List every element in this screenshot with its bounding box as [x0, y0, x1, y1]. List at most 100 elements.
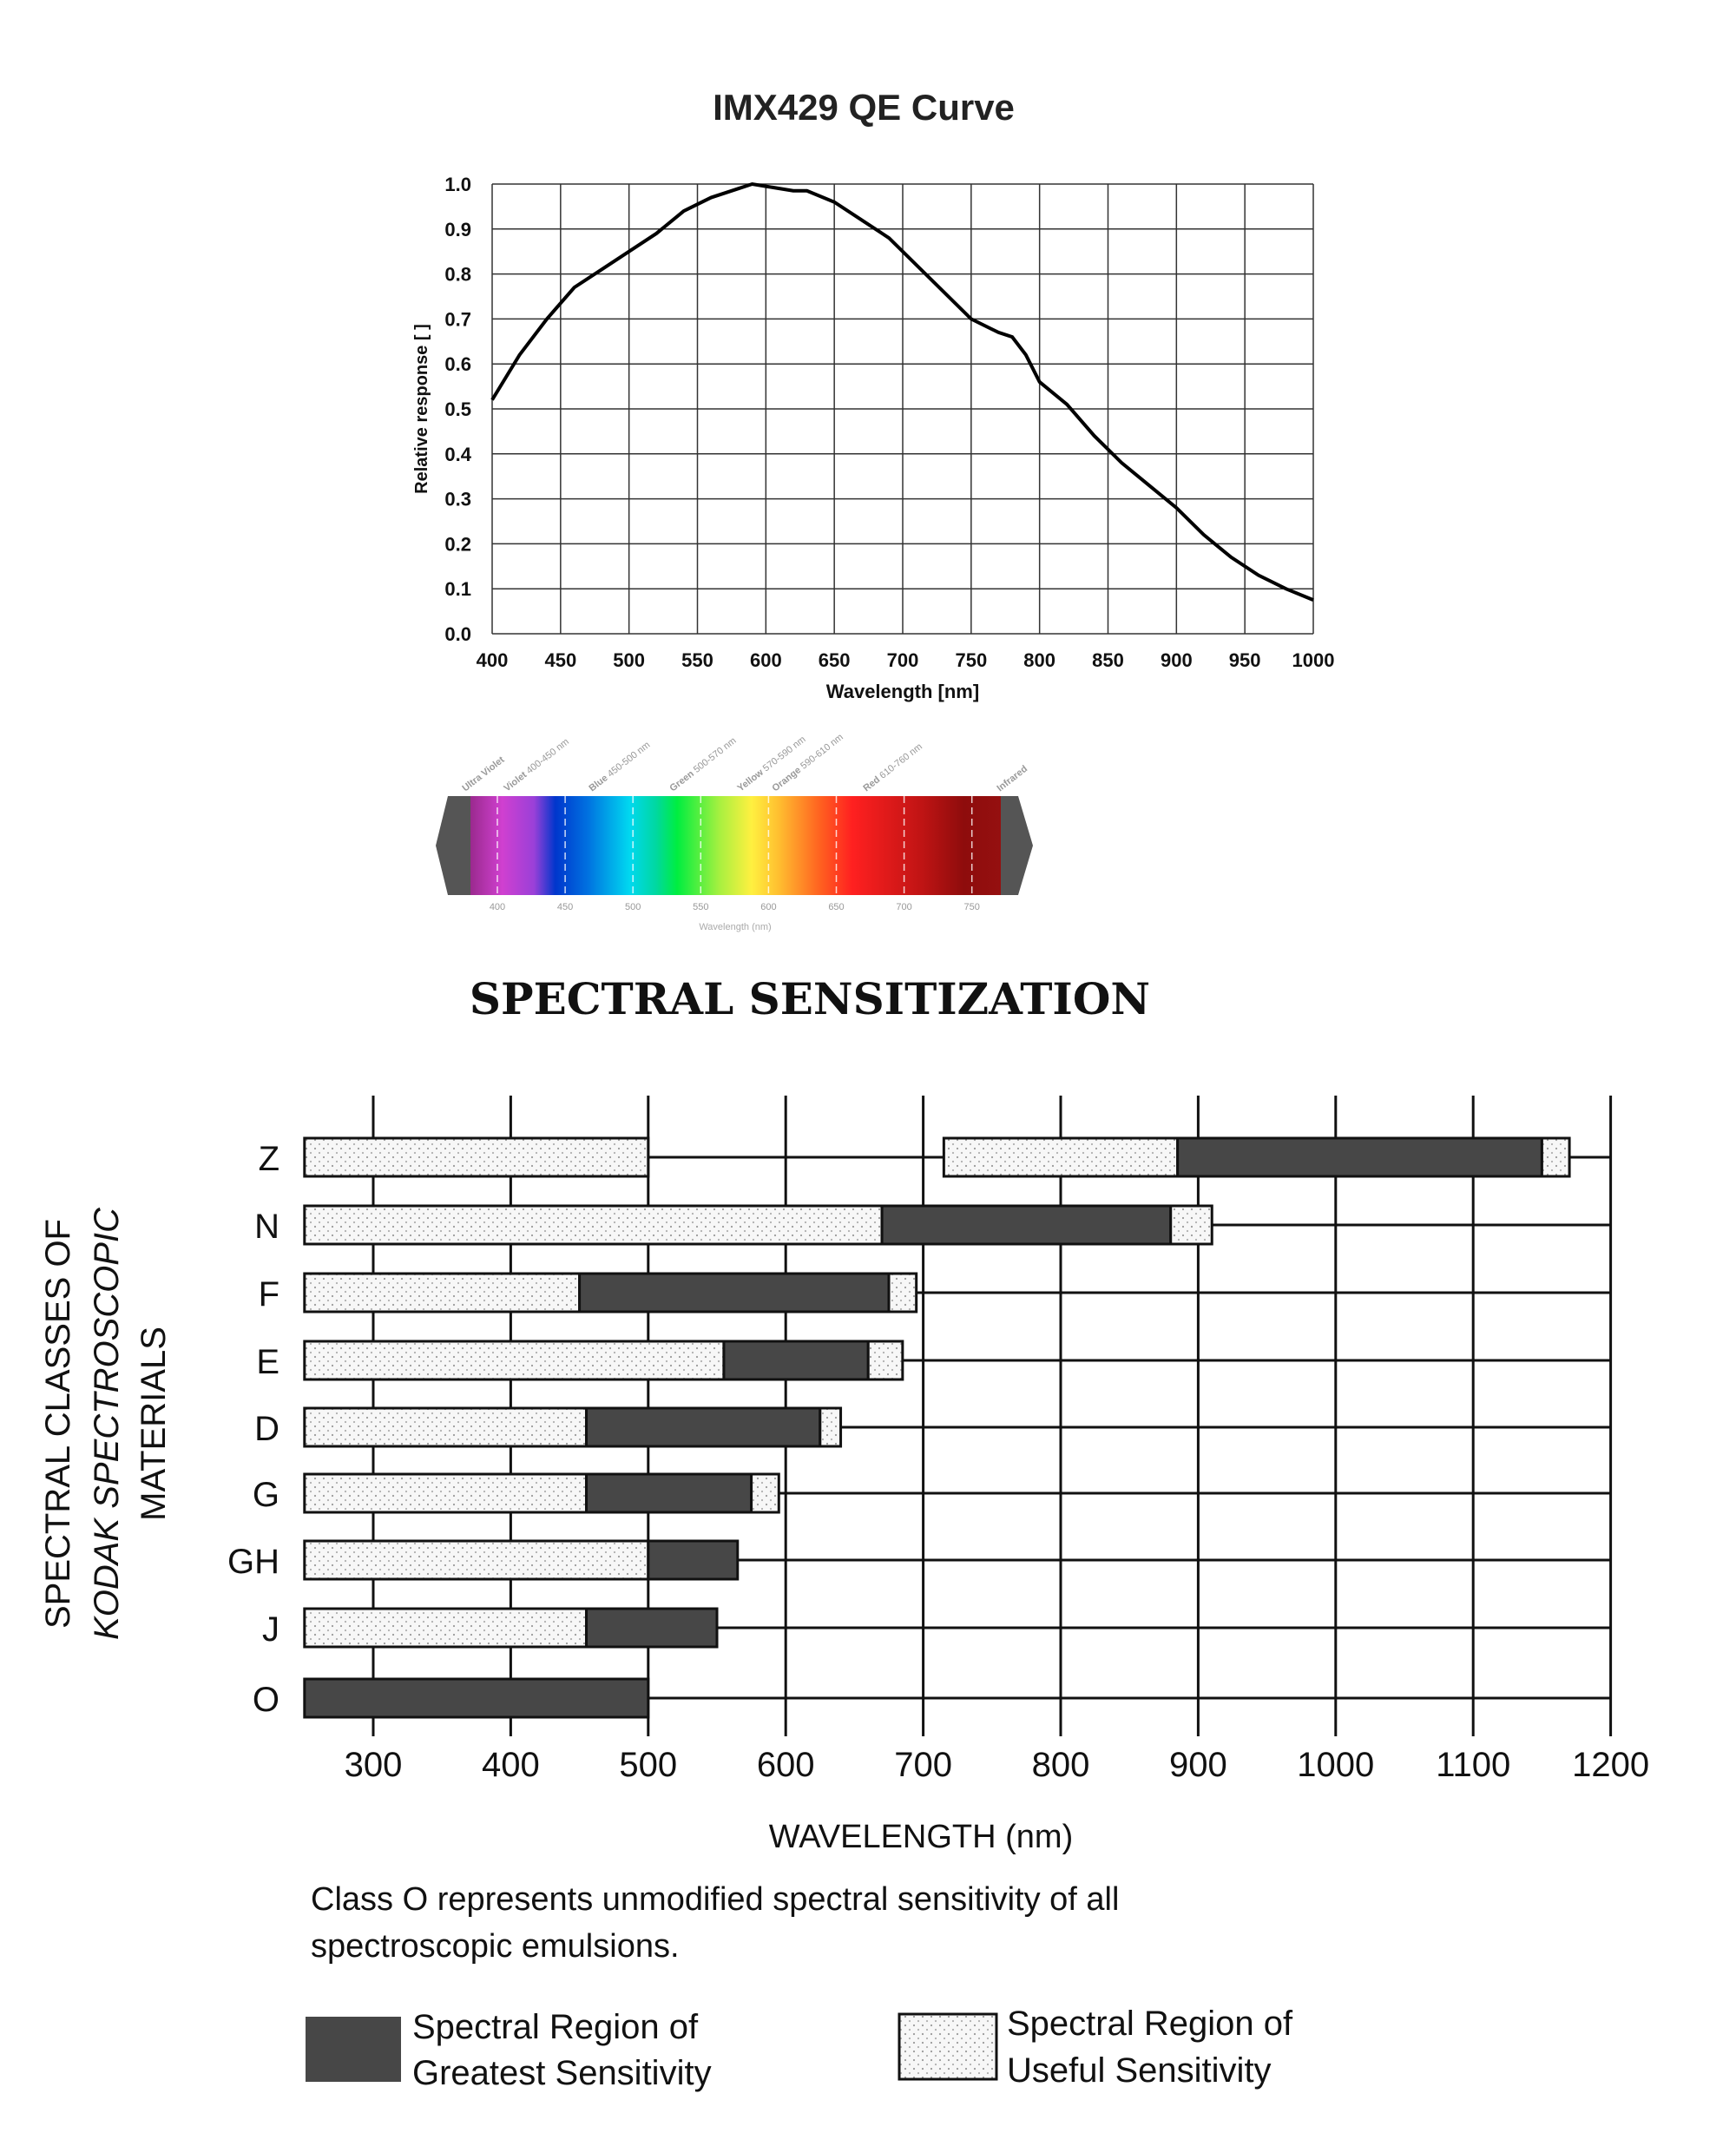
bar-z-useful [1540, 1136, 1571, 1178]
bar-j-useful [303, 1607, 589, 1649]
bar-gh-greatest [647, 1539, 740, 1581]
spectrum-tick-label: 650 [828, 902, 844, 912]
spectrum-band-label: Red 610-760 nm [861, 741, 924, 793]
qe-y-tick-label: 0.9 [444, 219, 471, 240]
spectrum-tick-label: 400 [490, 902, 505, 912]
sensitization-x-axis-label: WAVELENGTH (nm) [769, 1819, 1073, 1855]
qe-x-tick-label: 800 [1023, 649, 1055, 671]
spectrum-tick-label: 750 [964, 902, 980, 912]
qe-x-tick-label: 850 [1092, 649, 1124, 671]
y-label-line-1: SPECTRAL CLASSES OF [39, 1219, 77, 1629]
qe-x-tick-label: 400 [477, 649, 509, 671]
sensitization-y-axis-label: SPECTRAL CLASSES OF KODAK SPECTROSCOPIC … [39, 1207, 173, 1640]
spectrum-tick-label: 600 [760, 902, 776, 912]
sensitization-x-tick-label: 800 [1032, 1746, 1090, 1784]
class-label-f: F [259, 1275, 279, 1314]
bar-j-greatest [585, 1607, 719, 1649]
sensitization-x-tick-label: 700 [894, 1746, 952, 1784]
spectrum-band-label: Violet 400-450 nm [502, 737, 571, 794]
spectrum-tick-label: 550 [693, 902, 708, 912]
qe-x-tick-label: 950 [1229, 649, 1261, 671]
qe-x-tick-label: 750 [955, 649, 987, 671]
spectrum-x-axis-label: Wavelength (nm) [699, 922, 771, 932]
legend-greatest-line-1: Spectral Region of [412, 2008, 699, 2046]
bar-z-useful [942, 1136, 1180, 1178]
spectrum-band-label: Ultra Violet [460, 754, 506, 793]
bar-g-useful [750, 1472, 780, 1514]
qe-x-tick-label: 600 [750, 649, 782, 671]
class-label-g: G [253, 1476, 279, 1514]
spectrum-tick-label: 500 [625, 902, 641, 912]
spectrum-band-label: Blue 450-500 nm [587, 740, 652, 793]
bar-e-useful [866, 1340, 904, 1381]
bar-f-greatest [578, 1272, 891, 1314]
class-o-note-line-1: Class O represents unmodified spectral s… [311, 1881, 1119, 1918]
class-label-o: O [253, 1681, 279, 1719]
legend-greatest-line-2: Greatest Sensitivity [412, 2054, 712, 2092]
legend-useful-line-2: Useful Sensitivity [1007, 2051, 1272, 2090]
sensitization-x-tick-label: 300 [345, 1746, 403, 1784]
class-label-z: Z [259, 1140, 279, 1178]
y-label-line-3: MATERIALS [135, 1327, 173, 1521]
qe-curve-line [490, 181, 1314, 602]
qe-x-axis-label: Wavelength [nm] [826, 681, 979, 702]
sensitization-x-tick-label: 400 [482, 1746, 540, 1784]
sensitization-x-tick-label: 600 [757, 1746, 815, 1784]
sensitization-x-tick-label: 1100 [1436, 1746, 1510, 1784]
qe-y-axis-label: Relative response [ ] [412, 324, 431, 494]
qe-gridlines [491, 183, 1314, 635]
infrared-arrow [1001, 796, 1033, 895]
legend-swatch-greatest [306, 2017, 401, 2082]
class-o-note-line-2: spectroscopic emulsions. [311, 1928, 680, 1965]
bar-d-useful [303, 1406, 589, 1448]
class-label-j: J [262, 1610, 279, 1649]
qe-y-tick-label: 0.2 [444, 533, 471, 555]
sensitization-title: SPECTRAL SENSITIZATION [470, 973, 1150, 1024]
sensitization-x-tick-label: 500 [619, 1746, 677, 1784]
qe-chart-title: IMX429 QE Curve [713, 87, 1015, 128]
qe-y-tick-label: 0.3 [444, 489, 471, 510]
qe-x-tick-label: 650 [819, 649, 851, 671]
spectrum-band-label: Green 500-570 nm [667, 735, 738, 793]
bar-z-useful [303, 1136, 650, 1178]
qe-y-tick-label: 0.6 [444, 353, 471, 375]
bar-f-useful [303, 1272, 582, 1314]
sensitization-bars [303, 1136, 1571, 1719]
qe-x-tick-label: 500 [613, 649, 645, 671]
qe-y-tick-label: 0.1 [444, 578, 471, 600]
bar-n-useful [303, 1204, 884, 1246]
qe-tick-labels: 400 450 500 550 600 650 700 750 800 850 900 950 1000… [444, 174, 1334, 671]
bar-n-useful [1169, 1204, 1213, 1246]
qe-y-tick-label: 0.7 [444, 308, 471, 330]
bar-o-greatest [303, 1677, 650, 1719]
sensitization-x-tick-label: 1000 [1297, 1746, 1374, 1784]
legend-swatch-useful [898, 2012, 998, 2081]
qe-x-tick-label: 700 [887, 649, 919, 671]
qe-y-tick-label: 0.0 [444, 623, 471, 645]
sensitization-chart: SPECTRAL SENSITIZATION 300 400 500 600 700 80… [39, 973, 1649, 2092]
bar-e-useful [303, 1340, 726, 1381]
bar-e-greatest [722, 1340, 870, 1381]
qe-x-tick-label: 900 [1161, 649, 1193, 671]
class-label-d: D [254, 1410, 279, 1448]
bar-d-greatest [585, 1406, 822, 1448]
qe-x-tick-label: 1000 [1292, 649, 1335, 671]
bar-n-greatest [880, 1204, 1173, 1246]
class-label-n: N [254, 1208, 279, 1246]
sensitization-tick-labels: 300 400 500 600 700 800 900 1000 1100 1200 ZNFEDGG… [227, 1140, 1649, 1784]
bar-g-greatest [585, 1472, 753, 1514]
qe-chart: IMX429 QE Curve 400 450 500 550 600 650 700 750… [412, 87, 1334, 702]
spectrum-band-label: Infrared [995, 764, 1029, 794]
class-label-e: E [256, 1343, 279, 1381]
spectrum-gradient [470, 796, 1001, 895]
sensitization-x-tick-label: 1200 [1572, 1746, 1649, 1784]
bar-f-useful [887, 1272, 918, 1314]
qe-y-tick-label: 0.4 [444, 444, 471, 465]
bar-d-useful [819, 1406, 843, 1448]
bar-g-useful [303, 1472, 589, 1514]
visible-spectrum-bar: 400 450 500 550 600 650 700 750 Ultra VioletVio… [436, 732, 1033, 932]
qe-y-tick-label: 0.8 [444, 264, 471, 286]
spectrum-tick-label: 700 [896, 902, 911, 912]
